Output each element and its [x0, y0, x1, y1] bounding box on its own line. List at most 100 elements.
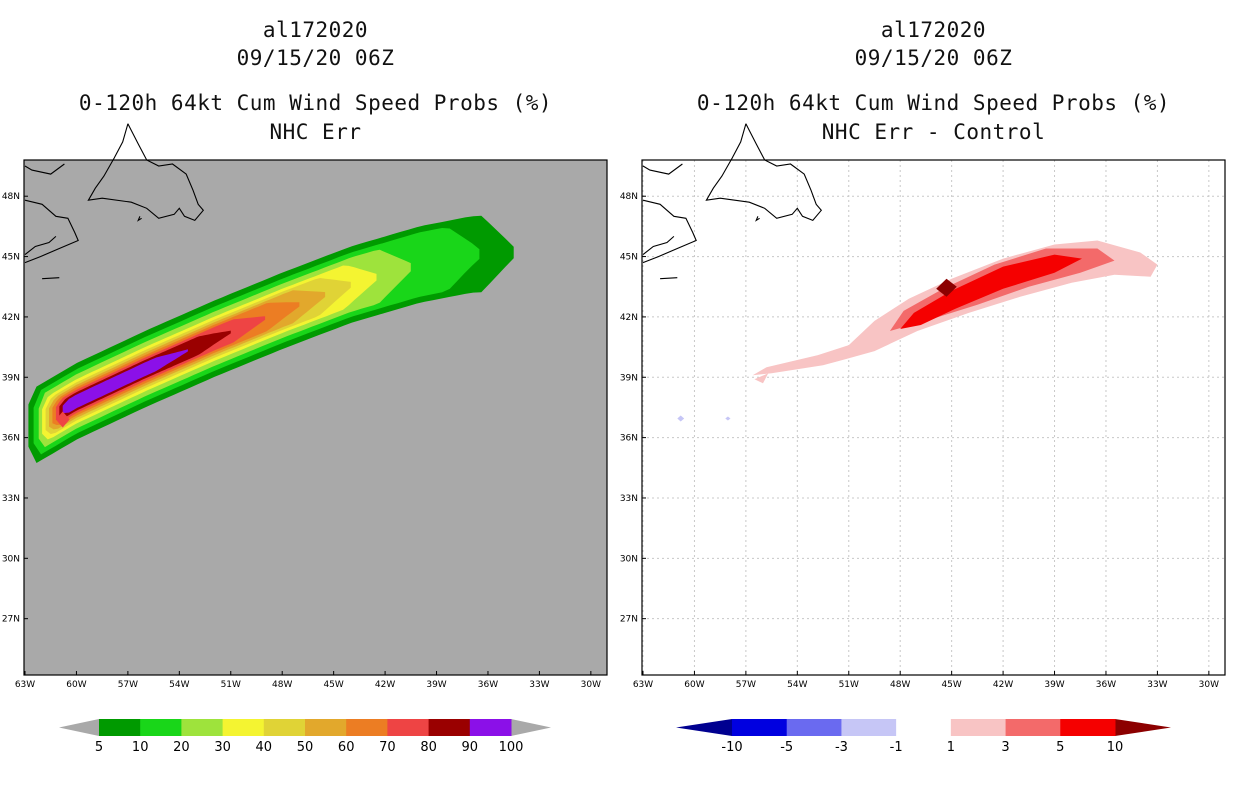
right-colorbar-swatch-0	[732, 719, 788, 736]
right-diff-plus5-region	[900, 254, 1082, 329]
left-colorbar-swatch-5	[305, 719, 347, 736]
left-colorbar-swatch-1	[140, 719, 182, 736]
left-lon-label-10: 33W	[529, 680, 549, 690]
right-lat-label-1: 45N	[620, 253, 638, 263]
right-lat-label-7: 27N	[620, 615, 638, 625]
right-title-product: 0-120h 64kt Cum Wind Speed Probs (%)	[696, 91, 1171, 115]
left-coastline-3	[24, 163, 65, 175]
right-diff-plus1-fleck	[754, 373, 769, 384]
right-title-datetime: 09/15/20 06Z	[854, 46, 1013, 70]
right-lon-label-5: 48W	[890, 680, 910, 690]
left-lat-label-7: 27N	[2, 615, 20, 625]
right-coastline-4	[755, 216, 760, 222]
left-colorbar-label-5: 50	[297, 740, 314, 755]
left-title-experiment: NHC Err	[269, 120, 362, 144]
left-colorbar-swatch-6	[346, 719, 388, 736]
left-coastline-4	[137, 216, 142, 222]
left-map-panel: 63W 60W 57W 54W 51W 48W 45W 42W 39W 36W 33W 30W 48N 4…	[2, 123, 608, 690]
right-lat-label-3: 39N	[620, 373, 638, 383]
right-lon-label-8: 39W	[1044, 680, 1064, 690]
left-swath-90-percent	[62, 349, 188, 414]
right-lon-label-10: 33W	[1147, 680, 1167, 690]
right-lon-label-1: 60W	[684, 680, 704, 690]
right-colorbar-label-1: -5	[780, 740, 793, 755]
right-colorbar-swatch-5	[1005, 719, 1061, 736]
left-colorbar-swatch-7	[387, 719, 430, 736]
right-colorbar-swatch-1	[786, 719, 842, 736]
right-diff-minus1-spot-2	[725, 416, 731, 421]
left-lon-label-6: 45W	[323, 680, 343, 690]
right-lat-label-0: 48N	[620, 192, 638, 202]
left-lon-label-3: 54W	[169, 680, 189, 690]
right-colorbar-label-7: 10	[1107, 740, 1124, 755]
right-lon-label-0: 63W	[633, 680, 653, 690]
left-lat-label-6: 30N	[2, 554, 20, 564]
right-lon-label-2: 57W	[736, 680, 756, 690]
right-colorbar-swatch-2	[841, 719, 897, 736]
left-lon-label-5: 48W	[272, 680, 292, 690]
right-title-storm-id: al172020	[880, 18, 987, 42]
right-coastline-1	[642, 199, 697, 264]
left-lat-label-0: 48N	[2, 192, 20, 202]
left-colorbar-ext-left	[59, 719, 99, 736]
left-lon-label-4: 51W	[221, 680, 241, 690]
right-map-frame	[641, 159, 1226, 676]
right-colorbar-ext-right	[1115, 719, 1171, 736]
left-lon-label-9: 36W	[478, 680, 498, 690]
right-coastline-5	[660, 277, 678, 280]
left-lon-label-7: 42W	[375, 680, 395, 690]
left-colorbar-label-0: 5	[95, 740, 103, 755]
right-colorbar-label-2: -3	[835, 740, 848, 755]
right-colorbar-label-5: 3	[1001, 740, 1009, 755]
left-title-datetime: 09/15/20 06Z	[236, 46, 395, 70]
right-lat-label-6: 30N	[620, 554, 638, 564]
right-colorbar-label-0: -10	[721, 740, 742, 755]
left-colorbar-label-4: 40	[256, 740, 273, 755]
right-lon-label-6: 45W	[941, 680, 961, 690]
left-coastline-2	[24, 235, 57, 256]
left-colorbar-swatch-8	[428, 719, 471, 736]
left-colorbar-label-7: 70	[379, 740, 396, 755]
left-coastline-1	[24, 199, 79, 264]
left-colorbar-swatch-4	[263, 719, 306, 736]
left-colorbar-label-2: 20	[173, 740, 190, 755]
left-colorbar-label-9: 90	[462, 740, 479, 755]
left-colorbar-swatch-9	[469, 719, 512, 736]
left-colorbar-label-6: 60	[338, 740, 355, 755]
left-map-frame	[23, 159, 608, 676]
left-title-product: 0-120h 64kt Cum Wind Speed Probs (%)	[78, 91, 553, 115]
right-diff-minus1-spot-1	[677, 415, 685, 422]
right-title-experiment: NHC Err - Control	[821, 120, 1046, 144]
left-colorbar-swatch-0	[99, 719, 141, 736]
right-lat-label-2: 42N	[620, 313, 638, 323]
left-coastline-5	[42, 277, 60, 280]
right-diff-plus10-spot	[936, 278, 957, 297]
right-colorbar-swatch-6	[1060, 719, 1116, 736]
left-lat-label-4: 36N	[2, 434, 20, 444]
right-map-panel: 63W 60W 57W 54W 51W 48W 45W 42W 39W 36W 33W 30W 48N 4…	[620, 123, 1226, 690]
right-lon-label-4: 51W	[839, 680, 859, 690]
right-lon-label-9: 36W	[1096, 680, 1116, 690]
left-lon-label-2: 57W	[118, 680, 138, 690]
left-title-storm-id: al172020	[262, 18, 369, 42]
left-colorbar-label-10: 100	[499, 740, 524, 755]
left-colorbar-swatch-2	[181, 719, 224, 736]
left-swath-core-spot	[55, 411, 70, 428]
right-coastline-2	[642, 235, 675, 256]
left-lat-label-3: 39N	[2, 373, 20, 383]
left-colorbar-ext-right	[511, 719, 551, 736]
right-colorbar-swatch-3	[896, 719, 952, 736]
left-lon-label-8: 39W	[426, 680, 446, 690]
right-colorbar-label-3: -1	[890, 740, 903, 755]
right-coastline-3	[642, 163, 683, 175]
right-colorbar-swatch-4	[950, 719, 1007, 736]
left-lat-label-5: 33N	[2, 494, 20, 504]
left-lon-label-0: 63W	[15, 680, 35, 690]
left-colorbar-label-3: 30	[214, 740, 231, 755]
left-colorbar-swatch-3	[222, 719, 265, 736]
left-colorbar: 5 10 20 30 40 50 60 70 80 90 100	[59, 719, 551, 755]
right-lat-label-4: 36N	[620, 434, 638, 444]
right-colorbar-label-6: 5	[1056, 740, 1064, 755]
left-colorbar-label-1: 10	[132, 740, 149, 755]
right-colorbar-label-4: 1	[947, 740, 955, 755]
